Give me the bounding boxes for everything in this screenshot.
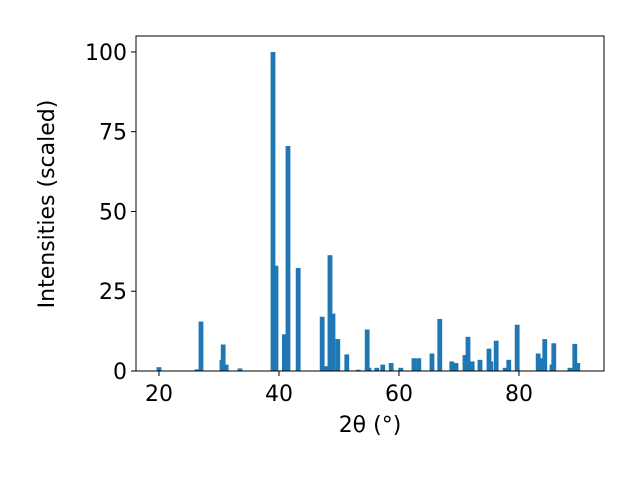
- bar: [506, 359, 512, 371]
- bar: [575, 363, 581, 371]
- y-axis-label: Intensities (scaled): [35, 100, 60, 309]
- bar: [223, 364, 229, 371]
- bar: [542, 339, 548, 371]
- bar: [273, 265, 279, 371]
- bar: [416, 358, 422, 371]
- plot-frame: [135, 35, 605, 372]
- bar: [366, 367, 372, 371]
- bar: [270, 51, 276, 371]
- bar: [198, 321, 204, 371]
- x-axis-label: 2θ (°): [339, 413, 402, 438]
- bar: [567, 367, 573, 371]
- bar: [493, 340, 499, 371]
- bar: [330, 313, 336, 371]
- bar: [388, 363, 394, 371]
- bar: [220, 344, 226, 371]
- x-tick-label: 20: [145, 382, 173, 407]
- bar: [281, 334, 287, 371]
- bar: [411, 358, 417, 371]
- bar: [398, 367, 404, 371]
- bar: [486, 348, 492, 371]
- bar: [572, 343, 578, 371]
- bar: [295, 267, 301, 371]
- bar: [465, 336, 471, 371]
- bar: [535, 353, 541, 371]
- bar: [194, 369, 200, 371]
- bar: [327, 255, 333, 371]
- bar: [551, 343, 557, 371]
- bar: [156, 367, 162, 371]
- bar: [453, 363, 459, 371]
- bar: [323, 366, 329, 371]
- bar: [477, 359, 483, 371]
- bar: [469, 361, 475, 371]
- bar: [514, 324, 520, 371]
- bar: [355, 369, 361, 371]
- bar: [374, 367, 380, 371]
- x-tick-label: 40: [265, 382, 293, 407]
- y-tick-label: 50: [99, 200, 127, 225]
- y-tick-label: 75: [99, 121, 127, 146]
- bar: [502, 367, 508, 371]
- y-tick-label: 0: [113, 360, 127, 385]
- bar: [380, 364, 386, 371]
- y-tick-label: 100: [85, 41, 127, 66]
- bar: [462, 355, 468, 371]
- bar: [364, 329, 370, 371]
- bar: [449, 361, 455, 371]
- bar: [488, 361, 494, 371]
- bar: [538, 358, 544, 371]
- bar: [237, 368, 243, 371]
- bar: [429, 353, 435, 371]
- x-tick-label: 80: [505, 382, 533, 407]
- x-tick-label: 60: [385, 382, 413, 407]
- y-tick-label: 25: [99, 280, 127, 305]
- bar: [344, 354, 350, 371]
- bar: [285, 146, 291, 371]
- bar: [437, 318, 443, 371]
- bar: [335, 339, 341, 371]
- bar: [319, 316, 325, 371]
